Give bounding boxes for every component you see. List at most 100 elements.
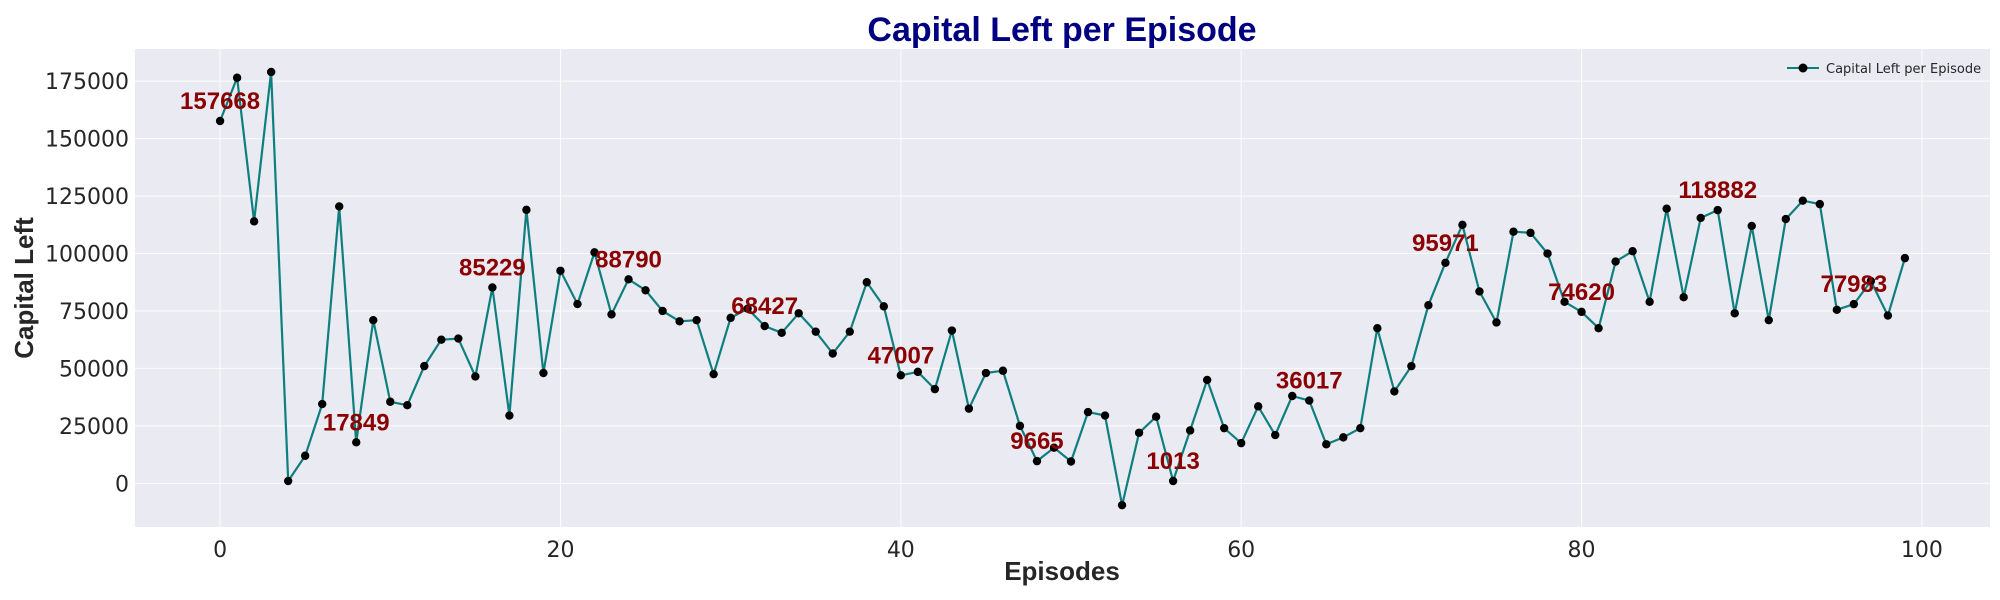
data-point <box>1339 433 1348 442</box>
x-tick-label: 80 <box>1568 538 1596 563</box>
data-label: 157668 <box>180 88 260 115</box>
data-point <box>1373 324 1382 333</box>
data-point <box>828 349 837 358</box>
data-point <box>1645 297 1654 306</box>
data-point <box>913 367 923 377</box>
data-point <box>1134 428 1144 437</box>
data-point <box>1798 196 1807 205</box>
data-point <box>1271 430 1280 440</box>
y-tick-label: 150000 <box>45 128 129 153</box>
x-tick-label: 40 <box>887 538 915 563</box>
data-point <box>1543 249 1552 258</box>
data-label: 77983 <box>1820 271 1887 298</box>
data-point <box>249 217 259 226</box>
data-point <box>1305 396 1314 405</box>
data-label: 9665 <box>1010 428 1063 455</box>
data-point <box>641 286 650 295</box>
legend-label: Capital Left per Episode <box>1826 62 1981 77</box>
data-point <box>879 302 889 311</box>
chart-title: Capital Left per Episode <box>867 11 1256 49</box>
data-point <box>1628 247 1637 256</box>
data-point <box>1526 228 1535 238</box>
data-point <box>1356 423 1365 433</box>
tick-labels: 0 20 40 60 80 100 0 25000 50000 75000 100000 125000… <box>45 70 1943 563</box>
data-point <box>1066 457 1076 466</box>
data-point <box>386 397 395 406</box>
series-line <box>219 70 1906 507</box>
data-point <box>1594 324 1603 333</box>
data-label: 74620 <box>1548 279 1615 306</box>
data-label: 68427 <box>731 293 798 320</box>
data-point <box>1015 421 1025 431</box>
data-point <box>1764 315 1773 325</box>
legend: Capital Left per Episode <box>1787 62 1981 77</box>
data-point <box>420 361 429 371</box>
y-tick-label: 175000 <box>45 70 129 95</box>
data-point <box>794 309 803 318</box>
data-point <box>1083 407 1093 417</box>
data-point <box>930 384 940 394</box>
y-tick-label: 25000 <box>59 415 129 440</box>
data-point <box>1713 205 1722 215</box>
data-point <box>590 248 599 257</box>
data-label: 88790 <box>595 246 662 273</box>
data-point <box>266 67 276 77</box>
data-point <box>522 205 531 215</box>
data-point <box>1151 412 1161 421</box>
x-tick-label: 0 <box>213 538 227 563</box>
data-point <box>1236 438 1246 448</box>
data-point <box>352 438 361 447</box>
data-point <box>1900 253 1910 263</box>
data-point <box>981 368 991 378</box>
data-point <box>1390 387 1399 396</box>
x-tick-label: 60 <box>1227 538 1255 563</box>
data-label: 85229 <box>459 254 526 281</box>
data-label: 118882 <box>1678 177 1757 204</box>
annotations: 157668 17849 85229 88790 68427 47007 9665 1013 3… <box>180 88 1887 475</box>
data-point <box>1662 204 1671 213</box>
x-axis-label: Episodes <box>1004 556 1120 586</box>
data-point <box>1458 220 1467 230</box>
data-point <box>1747 221 1756 231</box>
y-tick-label: 100000 <box>45 243 129 268</box>
data-point <box>573 299 582 309</box>
data-label: 95971 <box>1412 230 1479 257</box>
data-point <box>1730 309 1739 318</box>
y-tick-label: 50000 <box>59 357 129 382</box>
data-point <box>1475 287 1484 296</box>
data-label: 17849 <box>323 409 390 436</box>
data-point <box>1509 227 1518 236</box>
data-point <box>1219 423 1229 433</box>
data-point <box>1100 411 1110 420</box>
data-point <box>658 306 667 316</box>
data-point <box>1254 402 1263 411</box>
data-point <box>726 313 735 323</box>
data-point <box>1032 456 1042 466</box>
data-point <box>1849 299 1859 309</box>
data-point <box>471 372 480 381</box>
data-point <box>1696 213 1705 223</box>
data-point <box>215 116 225 126</box>
data-point <box>862 278 871 287</box>
grid <box>135 49 1990 527</box>
data-point <box>488 283 497 292</box>
data-point <box>998 366 1008 375</box>
data-point <box>896 371 906 380</box>
data-point <box>607 310 616 319</box>
data-point <box>300 451 310 460</box>
data-point <box>624 275 633 284</box>
data-point <box>539 368 548 378</box>
data-point <box>777 328 786 338</box>
data-point <box>1883 311 1893 320</box>
data-point <box>1577 307 1586 317</box>
data-point <box>556 266 565 275</box>
data-point <box>1560 297 1569 306</box>
data-point <box>1815 199 1825 209</box>
data-point <box>1407 361 1416 371</box>
data-point <box>454 334 463 343</box>
y-tick-label: 125000 <box>45 185 129 210</box>
data-point <box>1288 391 1297 401</box>
data-point <box>283 476 293 486</box>
data-point <box>692 315 701 325</box>
